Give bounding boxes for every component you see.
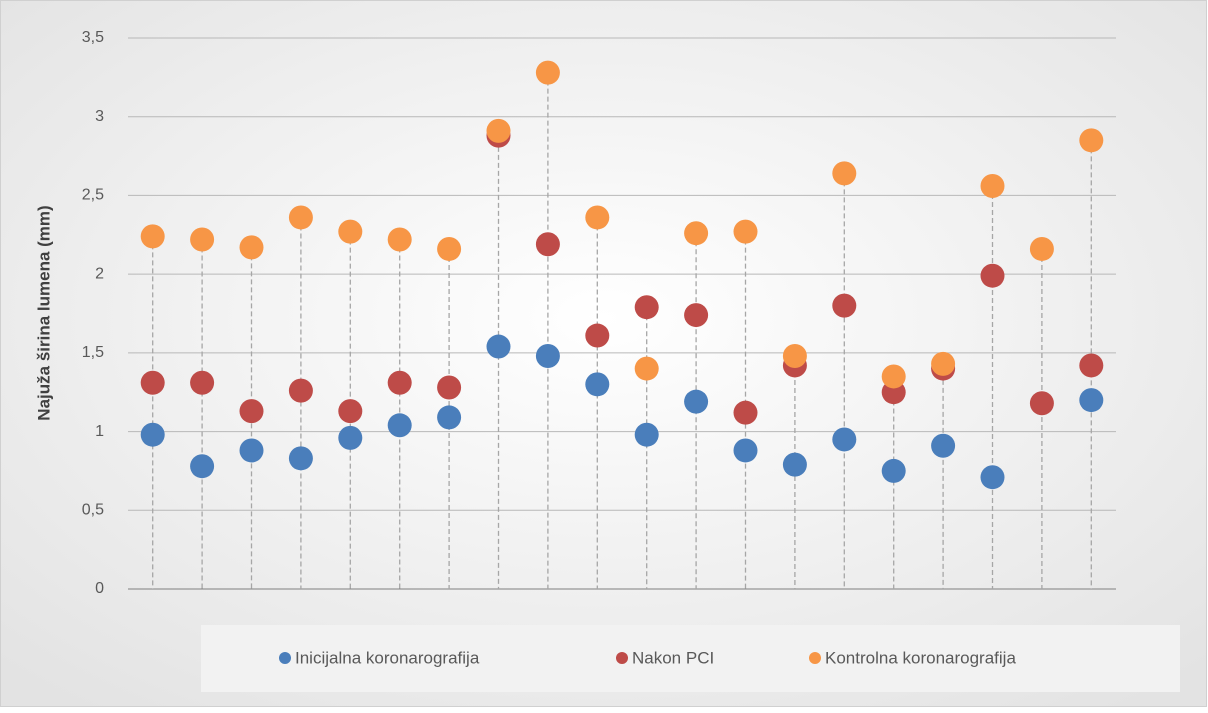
marker [585,323,610,348]
marker [239,399,264,424]
marker [338,219,363,244]
marker [387,370,412,395]
marker [535,60,560,85]
marker [190,370,215,395]
y-tick-label: 0 [95,580,104,597]
marker [931,433,956,458]
marker [1079,353,1104,378]
marker [733,400,758,425]
marker [832,161,857,186]
marker [832,427,857,452]
marker [1029,391,1054,416]
marker [437,375,462,400]
y-tick-label: 2 [95,265,104,282]
marker [881,364,906,389]
legend-marker [279,652,291,664]
legend-box [201,625,1180,692]
marker [634,295,659,320]
marker [387,413,412,438]
marker [585,205,610,230]
marker [931,351,956,376]
y-tick-label: 2,5 [82,187,104,204]
legend-marker [616,652,628,664]
y-tick-label: 3 [95,108,104,125]
marker [190,454,215,479]
marker [585,372,610,397]
marker [288,205,313,230]
legend-label: Nakon PCI [632,648,714,667]
y-tick-label: 1 [95,423,104,440]
marker [535,232,560,257]
marker [486,334,511,359]
marker [1029,236,1054,261]
marker [338,399,363,424]
legend-label: Kontrolna koronarografija [825,648,1016,667]
marker [980,173,1005,198]
marker [733,219,758,244]
marker [190,227,215,252]
marker [980,263,1005,288]
marker [980,465,1005,490]
marker [535,344,560,369]
marker [140,224,165,249]
marker [437,405,462,430]
marker [832,293,857,318]
marker [140,370,165,395]
marker [684,221,709,246]
marker [338,425,363,450]
y-axis-label: Najuža širina lumena (mm) [34,205,53,420]
legend-label: Inicijalna koronarografija [295,648,480,667]
marker [881,458,906,483]
marker [437,236,462,261]
y-tick-label: 3,5 [82,29,104,46]
legend-marker [809,652,821,664]
marker [782,452,807,477]
marker [288,378,313,403]
marker [634,422,659,447]
marker [387,227,412,252]
marker [733,438,758,463]
marker [1079,388,1104,413]
marker [1079,128,1104,153]
marker [684,303,709,328]
marker [782,344,807,369]
marker [239,438,264,463]
marker [486,118,511,143]
marker [239,235,264,260]
marker [288,446,313,471]
marker [140,422,165,447]
marker [634,356,659,381]
marker [684,389,709,414]
y-tick-label: 1,5 [82,344,104,361]
y-tick-label: 0,5 [82,502,104,519]
